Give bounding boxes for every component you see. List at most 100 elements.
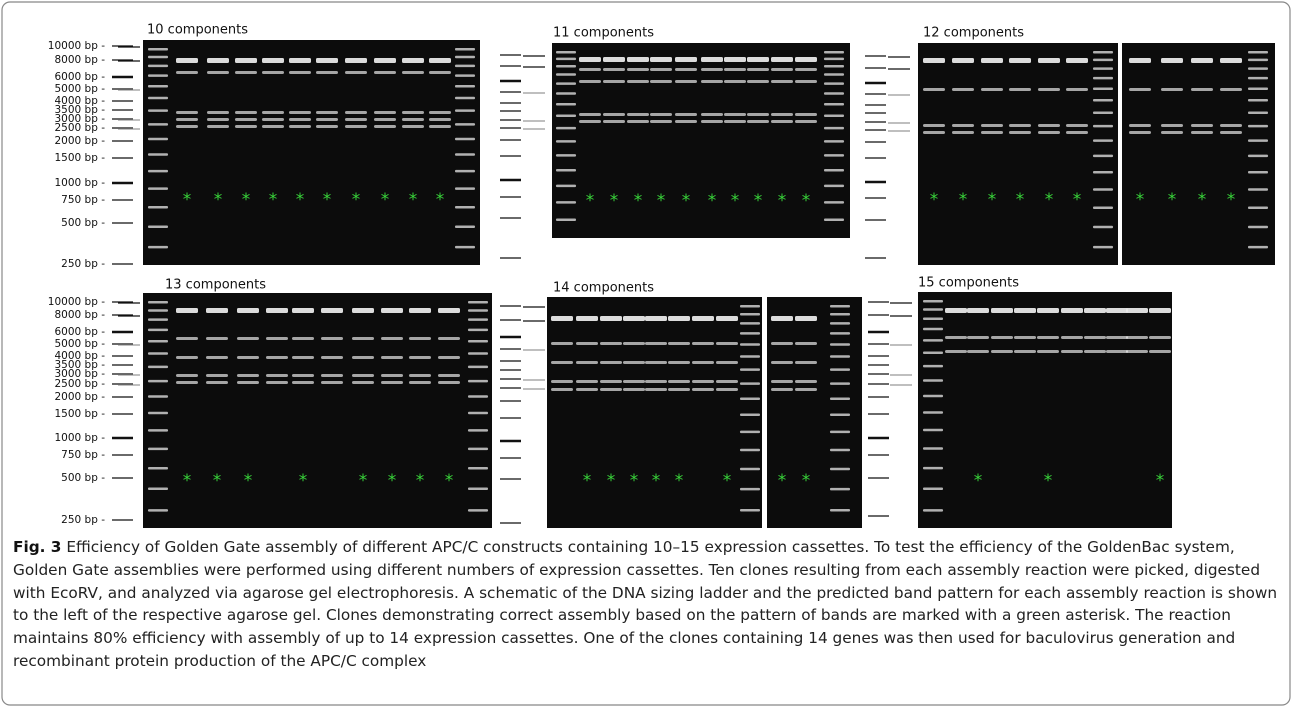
gel-band <box>352 337 374 340</box>
gel-ladder-band <box>148 467 168 470</box>
gel-band <box>176 308 198 313</box>
gel-band <box>701 113 723 116</box>
gel-band <box>627 120 649 123</box>
gel-band <box>623 316 645 321</box>
gel-ladder-band <box>455 97 475 100</box>
gel-band <box>1220 88 1242 91</box>
gel-ladder-band <box>148 395 168 398</box>
gel-ladder-band <box>923 487 943 490</box>
gel-band <box>1037 336 1059 339</box>
gel-ladder-band <box>740 397 760 400</box>
asterisk: * <box>754 191 763 211</box>
gel-band <box>409 356 431 359</box>
gel-band <box>1037 350 1059 353</box>
gel-band <box>551 361 573 364</box>
gel-band <box>645 342 667 345</box>
gel-band <box>675 68 697 71</box>
gel-band <box>1191 88 1213 91</box>
gel-ladder-band <box>740 414 760 417</box>
asterisk: * <box>213 471 222 491</box>
gel-band <box>650 68 672 71</box>
gel-band <box>289 58 311 63</box>
gel-band <box>321 308 343 313</box>
gel-band <box>237 337 259 340</box>
gel-band <box>1061 308 1083 313</box>
asterisk: * <box>1016 190 1025 210</box>
gel-band <box>289 71 311 74</box>
asterisk: * <box>607 471 616 491</box>
gel-band <box>747 68 769 71</box>
gel-ladder-band <box>468 309 488 312</box>
gel-ladder-band <box>923 411 943 414</box>
gel-band <box>716 388 738 391</box>
ladder-label: 6000 bp - <box>54 326 105 338</box>
gel-band <box>352 356 374 359</box>
gel-band <box>1106 350 1128 353</box>
asterisk: * <box>1073 190 1082 210</box>
ladder-label: 250 bp - <box>61 258 105 270</box>
gel-band <box>771 342 793 345</box>
gel-band <box>207 118 229 121</box>
gel-band <box>668 361 690 364</box>
panel-title: 11 components <box>553 26 654 41</box>
gel-band <box>235 58 257 63</box>
gel-band <box>237 374 259 377</box>
gel-image <box>547 297 762 528</box>
asterisk: * <box>682 191 691 211</box>
asterisk: * <box>352 190 361 210</box>
gel-band <box>579 113 601 116</box>
gel-band <box>716 361 738 364</box>
ladder-label: 1000 bp - <box>54 432 105 444</box>
gel-band <box>237 308 259 313</box>
gel-ladder-band <box>740 382 760 385</box>
gel-band <box>1191 58 1213 63</box>
gel-ladder-band <box>1093 226 1113 229</box>
gel-band <box>1149 350 1171 353</box>
gel-image <box>143 293 492 528</box>
asterisk: * <box>183 471 192 491</box>
gel-band <box>438 337 460 340</box>
gel-band <box>176 356 198 359</box>
asterisk: * <box>988 190 997 210</box>
gel-band <box>321 381 343 384</box>
gel-band <box>1126 336 1148 339</box>
gel-band <box>374 125 396 128</box>
gel-band <box>923 124 945 127</box>
gel-band <box>1106 336 1128 339</box>
gel-band <box>409 337 431 340</box>
gel-band <box>551 342 573 345</box>
gel-ladder-band <box>830 431 850 434</box>
gel-band <box>374 58 396 63</box>
gel-band <box>176 381 198 384</box>
gel-image <box>767 297 862 528</box>
gel-band <box>1009 88 1031 91</box>
gel-band <box>1220 124 1242 127</box>
gel-ladder-band <box>455 123 475 126</box>
gel-band <box>923 88 945 91</box>
ladder-label: 6000 bp - <box>54 71 105 83</box>
gel-band <box>206 337 228 340</box>
gel-ladder-band <box>468 467 488 470</box>
gel-band <box>795 68 817 71</box>
gel-band <box>316 71 338 74</box>
gel-band <box>1061 336 1083 339</box>
gel-band <box>795 113 817 116</box>
gel-ladder-band <box>1093 99 1113 102</box>
gel-ladder-band <box>740 313 760 316</box>
gel-band <box>795 361 817 364</box>
gel-band <box>1191 124 1213 127</box>
gel-band <box>438 374 460 377</box>
gel-ladder-band <box>455 206 475 209</box>
asterisk: * <box>583 471 592 491</box>
gel-band <box>1084 350 1106 353</box>
gel-ladder-band <box>1248 77 1268 80</box>
gel-band <box>991 308 1013 313</box>
gel-band <box>381 308 403 313</box>
gel-band <box>266 337 288 340</box>
gel-band <box>623 388 645 391</box>
gel-band <box>289 125 311 128</box>
asterisk: * <box>323 190 332 210</box>
gel-band <box>600 380 622 383</box>
gel-ladder-band <box>923 339 943 342</box>
gel-band <box>576 316 598 321</box>
